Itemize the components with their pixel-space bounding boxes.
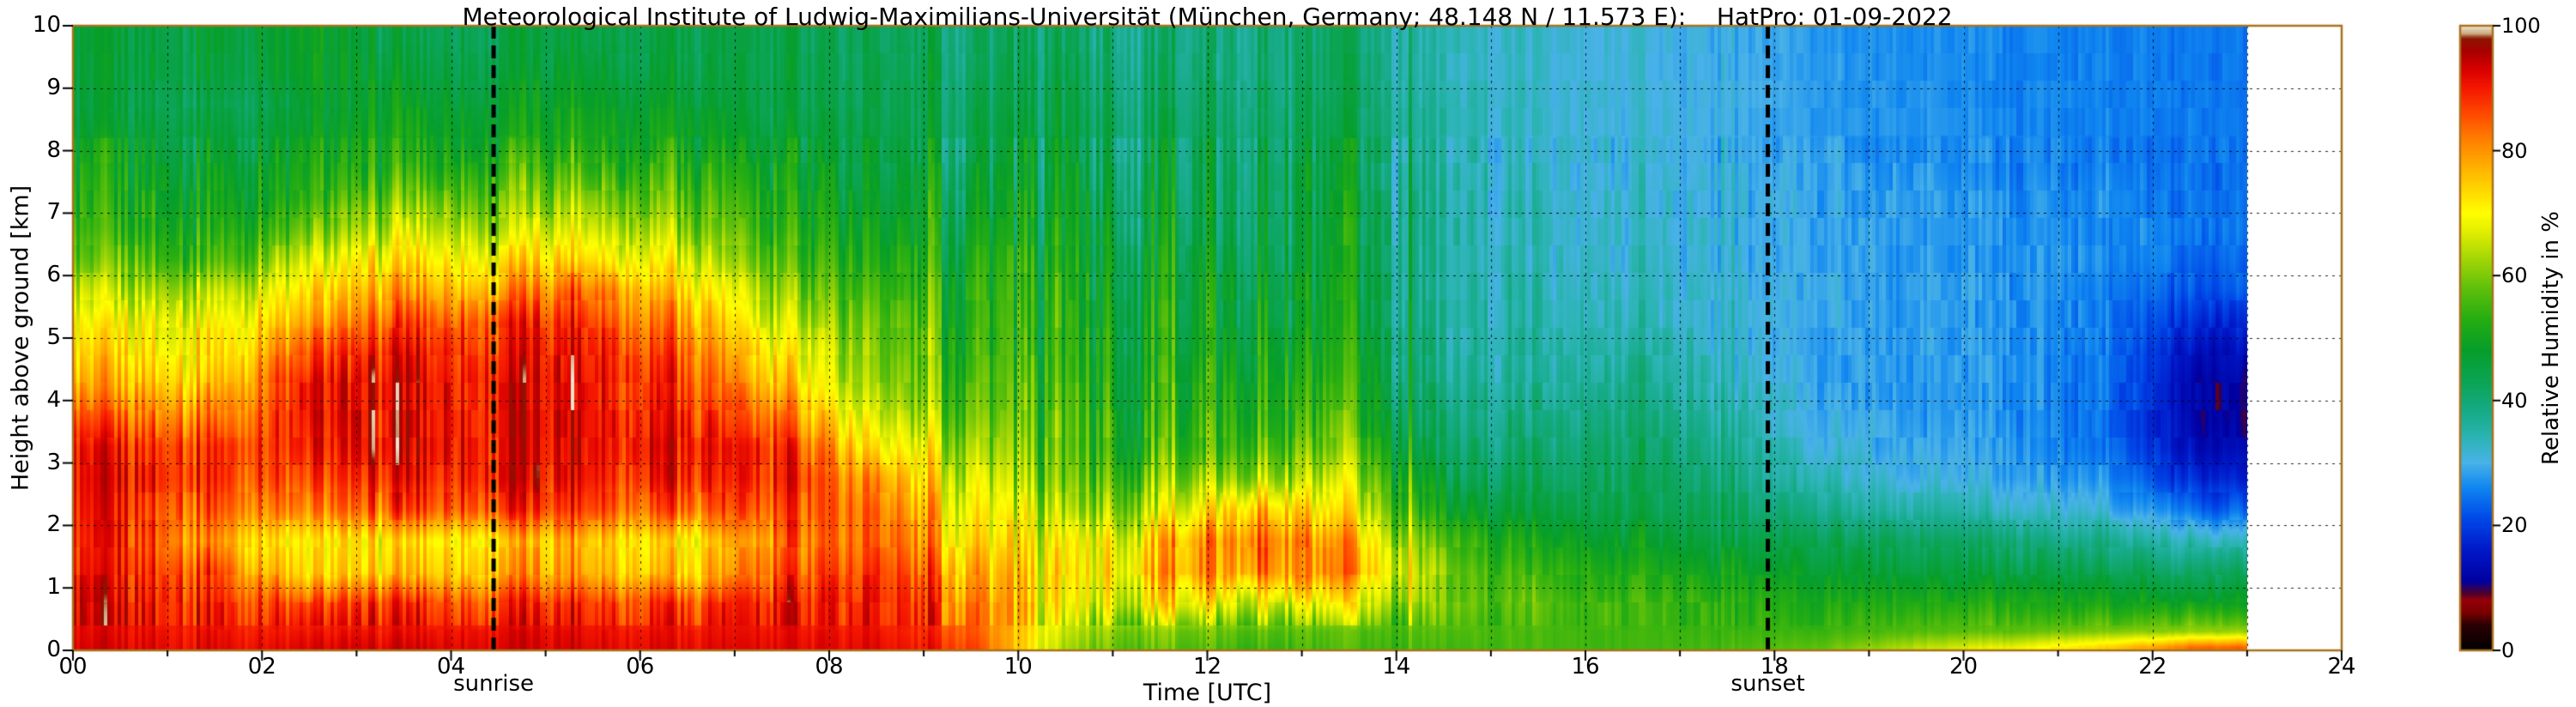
colorbar-tick-label: 80	[2501, 138, 2528, 163]
x-tick-label: 06	[626, 654, 655, 680]
x-tick-label: 10	[1003, 654, 1033, 680]
x-tick-label: 16	[1571, 654, 1600, 680]
x-axis-label: Time [UTC]	[1143, 680, 1272, 706]
y-tick-label: 9	[46, 74, 61, 100]
y-tick-label: 8	[46, 136, 61, 163]
x-tick-label: 22	[2138, 654, 2167, 680]
colorbar-tick-label: 60	[2501, 263, 2528, 288]
y-tick-label: 7	[46, 199, 61, 226]
x-tick-label: 12	[1192, 654, 1222, 680]
x-tick-label: 02	[247, 654, 276, 680]
x-tick-label: 00	[58, 654, 88, 680]
y-tick-label: 10	[32, 12, 61, 38]
y-tick-label: 5	[46, 324, 61, 350]
y-tick-label: 3	[46, 449, 61, 475]
y-tick-label: 2	[46, 511, 61, 538]
y-tick-label: 6	[46, 262, 61, 288]
x-tick-label: 04	[436, 654, 466, 680]
x-tick-label: 20	[1949, 654, 1979, 680]
sunrise-label: sunrise	[453, 671, 535, 697]
colorbar-label: Relative Humidity in %	[2538, 211, 2564, 465]
y-tick-label: 1	[46, 574, 61, 601]
chart-title: Meteorological Institute of Ludwig-Maxim…	[462, 3, 1953, 31]
x-tick-label: 18	[1760, 654, 1789, 680]
x-tick-label: 14	[1382, 654, 1411, 680]
colorbar-tick-label: 0	[2501, 638, 2515, 662]
colorbar-tick-label: 40	[2501, 388, 2528, 413]
colorbar-tick-label: 100	[2501, 14, 2541, 38]
colorbar-tick-label: 20	[2501, 513, 2528, 538]
sunset-label: sunset	[1730, 671, 1805, 697]
y-tick-label: 0	[46, 637, 61, 662]
x-tick-label: 24	[2327, 654, 2356, 680]
x-tick-label: 08	[815, 654, 844, 680]
y-tick-label: 4	[46, 386, 61, 413]
